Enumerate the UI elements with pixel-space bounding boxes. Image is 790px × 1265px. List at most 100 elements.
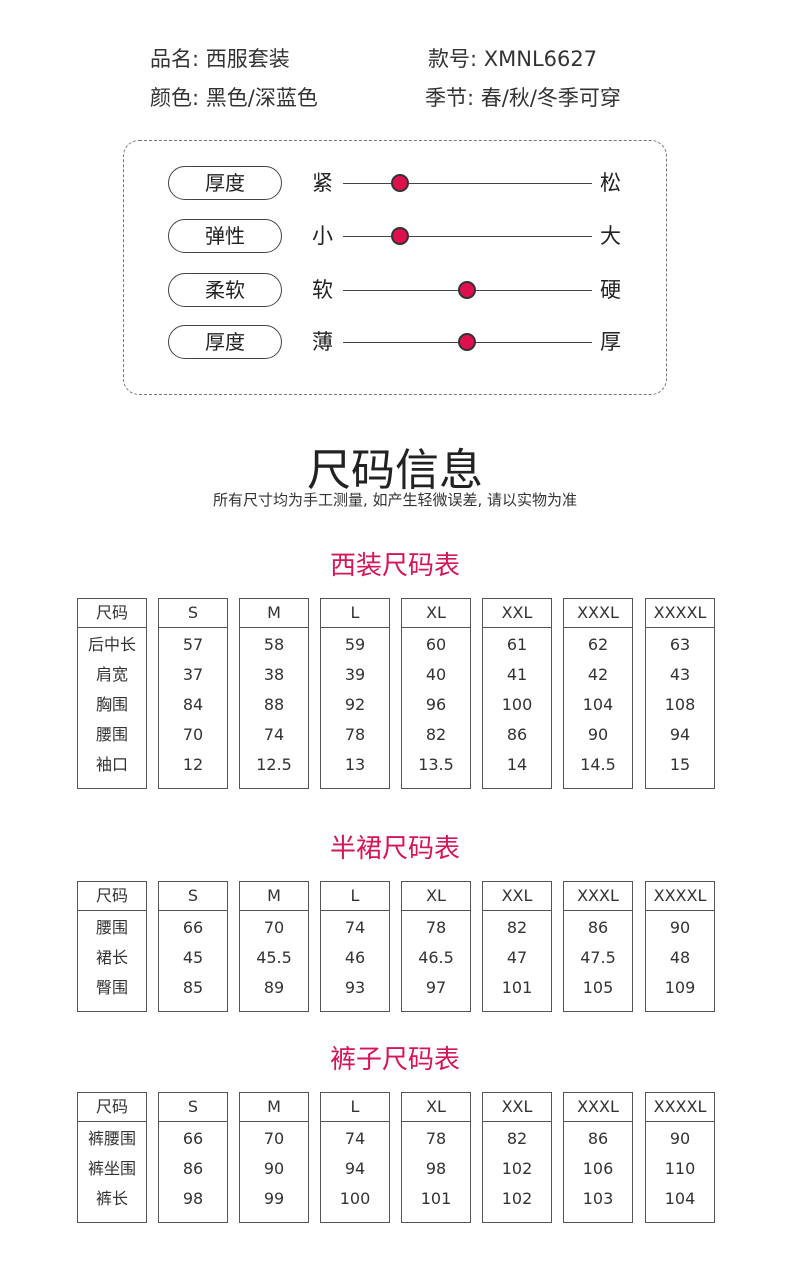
table-header: M (240, 1093, 308, 1122)
table-cell: 89 (263, 978, 285, 997)
table-column: XXXXL 63 43 108 94 15 (645, 598, 715, 789)
table-cell: 109 (664, 978, 696, 997)
scale-right: 松 (600, 171, 621, 195)
table-cell: 74 (263, 725, 285, 744)
table-title: 裤子尺码表 (329, 1045, 460, 1075)
table-header: XXXXL (646, 1093, 714, 1122)
table-cell: 13 (344, 755, 366, 774)
table-column: XL 60 40 96 82 13.5 (401, 598, 471, 789)
table-cell: 60 (425, 635, 447, 654)
table-header: XL (402, 599, 470, 628)
table-cell: 39 (344, 665, 366, 684)
table-cell: 86 (587, 1129, 609, 1148)
table-cell: 肩宽 (95, 665, 128, 684)
table-cell: 90 (669, 1129, 691, 1148)
scale-left: 紧 (312, 171, 333, 195)
table-cell: 101 (501, 978, 533, 997)
table-header: XXXL (564, 1093, 632, 1122)
table-header: L (321, 1093, 389, 1122)
table-header: L (321, 599, 389, 628)
table-cell: 74 (344, 918, 366, 937)
table-column: XXXL 86 106 103 (563, 1092, 633, 1223)
table-column: XXXXL 90 110 104 (645, 1092, 715, 1223)
table-cell: 86 (182, 1159, 204, 1178)
table-cell: 14 (506, 755, 528, 774)
table-cell: 90 (263, 1159, 285, 1178)
table-title: 半裙尺码表 (329, 834, 460, 864)
table-cell: 13.5 (418, 755, 454, 774)
section-subtitle: 所有尺寸均为手工测量, 如产生轻微误差, 请以实物为准 (212, 491, 578, 509)
table-cell: 102 (501, 1159, 533, 1178)
table-column: XXL 82 47 101 (482, 881, 552, 1012)
table-header: M (240, 882, 308, 911)
table-cell: 103 (582, 1189, 614, 1208)
table-header: XXL (483, 882, 551, 911)
table-cell: 38 (263, 665, 285, 684)
scale-dot (391, 174, 409, 192)
table-column: XXL 61 41 100 86 14 (482, 598, 552, 789)
table-cell: 94 (669, 725, 691, 744)
table-header: L (321, 882, 389, 911)
table-cell: 99 (263, 1189, 285, 1208)
table-cell: 裤坐围 (87, 1159, 136, 1178)
table-cell: 42 (587, 665, 609, 684)
table-header: XL (402, 882, 470, 911)
table-cell: 63 (669, 635, 691, 654)
table-cell: 108 (664, 695, 696, 714)
table-cell: 胸围 (95, 695, 128, 714)
table-cell: 85 (182, 978, 204, 997)
table-cell: 97 (425, 978, 447, 997)
table-cell: 裤长 (95, 1189, 128, 1208)
table-cell: 45 (182, 948, 204, 967)
table-header: XXXXL (646, 599, 714, 628)
table-column: L 59 39 92 78 13 (320, 598, 390, 789)
scale-right: 硬 (600, 278, 621, 302)
table-cell: 47 (506, 948, 528, 967)
table-column: XL 78 46.5 97 (401, 881, 471, 1012)
table-cell: 43 (669, 665, 691, 684)
table-column: L 74 46 93 (320, 881, 390, 1012)
table-column: L 74 94 100 (320, 1092, 390, 1223)
scale-left: 软 (312, 278, 333, 302)
info-text: 颜色: 黑色/深蓝色 (150, 86, 318, 110)
table-cell: 袖口 (95, 755, 128, 774)
table-cell: 98 (182, 1189, 204, 1208)
scale-dot (458, 333, 476, 351)
table-cell: 92 (344, 695, 366, 714)
scale-dot (391, 227, 409, 245)
attribute-box (123, 140, 667, 395)
table-header: S (159, 1093, 227, 1122)
table-cell: 94 (344, 1159, 366, 1178)
table-cell: 93 (344, 978, 366, 997)
table-cell: 88 (263, 695, 285, 714)
table-cell: 100 (501, 695, 533, 714)
info-text: 款号: XMNL6627 (428, 47, 598, 71)
table-cell: 臀围 (95, 978, 128, 997)
table-cell: 37 (182, 665, 204, 684)
table-cell: 82 (425, 725, 447, 744)
scale-right: 厚 (600, 330, 621, 354)
table-column: XXXL 62 42 104 90 14.5 (563, 598, 633, 789)
attribute-label: 弹性 (168, 219, 282, 253)
table-column: M 70 45.5 89 (239, 881, 309, 1012)
table-cell: 40 (425, 665, 447, 684)
table-column: XXXXL 90 48 109 (645, 881, 715, 1012)
table-header: M (240, 599, 308, 628)
table-cell: 后中长 (87, 635, 136, 654)
section-title: 尺码信息 (307, 445, 483, 496)
table-cell: 86 (587, 918, 609, 937)
scale-left: 薄 (312, 330, 333, 354)
table-cell: 90 (587, 725, 609, 744)
table-header: S (159, 599, 227, 628)
table-header: S (159, 882, 227, 911)
attribute-label: 厚度 (168, 166, 282, 200)
table-cell: 84 (182, 695, 204, 714)
table-cell: 104 (582, 695, 614, 714)
table-cell: 62 (587, 635, 609, 654)
attribute-label: 厚度 (168, 325, 282, 359)
table-column: 尺码 腰围 裙长 臀围 (77, 881, 147, 1012)
table-cell: 12.5 (256, 755, 292, 774)
table-cell: 59 (344, 635, 366, 654)
table-cell: 47.5 (580, 948, 616, 967)
table-header: XXXL (564, 599, 632, 628)
